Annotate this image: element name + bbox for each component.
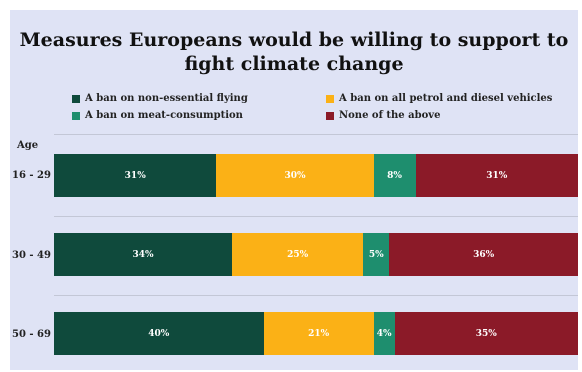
bar-segment-flying-3: 40% — [54, 312, 264, 355]
data-label: 4% — [376, 328, 392, 339]
legend-item-vehicles: A ban on all petrol and diesel vehicles — [326, 93, 552, 104]
bar-segment-meat-1: 8% — [373, 154, 416, 197]
chart-title: Measures Europeans would be willing to s… — [19, 29, 569, 75]
legend-item-none: None of the above — [326, 110, 440, 121]
legend-label-vehicles: A ban on all petrol and diesel vehicles — [339, 93, 553, 104]
legend-item-meat: A ban on meat-consumption — [72, 110, 243, 121]
legend-swatch-meat — [72, 111, 80, 120]
data-label: 40% — [148, 328, 170, 339]
data-label: 8% — [387, 170, 402, 181]
data-label: 36% — [473, 249, 495, 260]
data-label: 35% — [475, 328, 497, 339]
category-label-16-29: 16 - 29 — [12, 170, 51, 181]
gridline — [54, 216, 578, 217]
data-label: 5% — [368, 249, 384, 260]
bar-segment-none-1: 31% — [415, 154, 578, 197]
legend-swatch-flying — [72, 94, 80, 103]
legend-swatch-vehicles — [326, 94, 334, 103]
legend-swatch-none — [326, 111, 334, 120]
bar-segment-vehicles-2: 25% — [232, 233, 364, 276]
bar-segment-meat-3: 4% — [373, 312, 395, 355]
gridline — [54, 295, 578, 296]
data-label: 30% — [284, 170, 306, 181]
legend-label-meat: A ban on meat-consumption — [85, 110, 243, 121]
legend-label-none: None of the above — [339, 110, 441, 121]
bar-segment-vehicles-3: 21% — [263, 312, 374, 355]
bar-segment-meat-2: 5% — [363, 233, 390, 276]
chart-area: Measures Europeans would be willing to s… — [10, 10, 578, 370]
legend-label-flying: A ban on non-essential flying — [85, 93, 248, 104]
data-label: 31% — [486, 170, 508, 181]
bar-segment-vehicles-1: 30% — [216, 154, 374, 197]
data-label: 21% — [308, 328, 330, 339]
bar-segment-none-2: 36% — [389, 233, 578, 276]
gridline — [54, 134, 578, 135]
data-label: 34% — [132, 249, 154, 260]
y-axis-label: Age — [17, 140, 39, 151]
legend-item-flying: A ban on non-essential flying — [72, 93, 248, 104]
category-label-50-69: 50 - 69 — [12, 329, 51, 340]
data-label: 25% — [287, 249, 309, 260]
category-label-30-49: 30 - 49 — [12, 250, 51, 261]
bar-segment-flying-1: 31% — [54, 154, 217, 197]
data-label: 31% — [124, 170, 146, 181]
bar-segment-none-3: 35% — [394, 312, 578, 355]
bar-segment-flying-2: 34% — [54, 233, 233, 276]
